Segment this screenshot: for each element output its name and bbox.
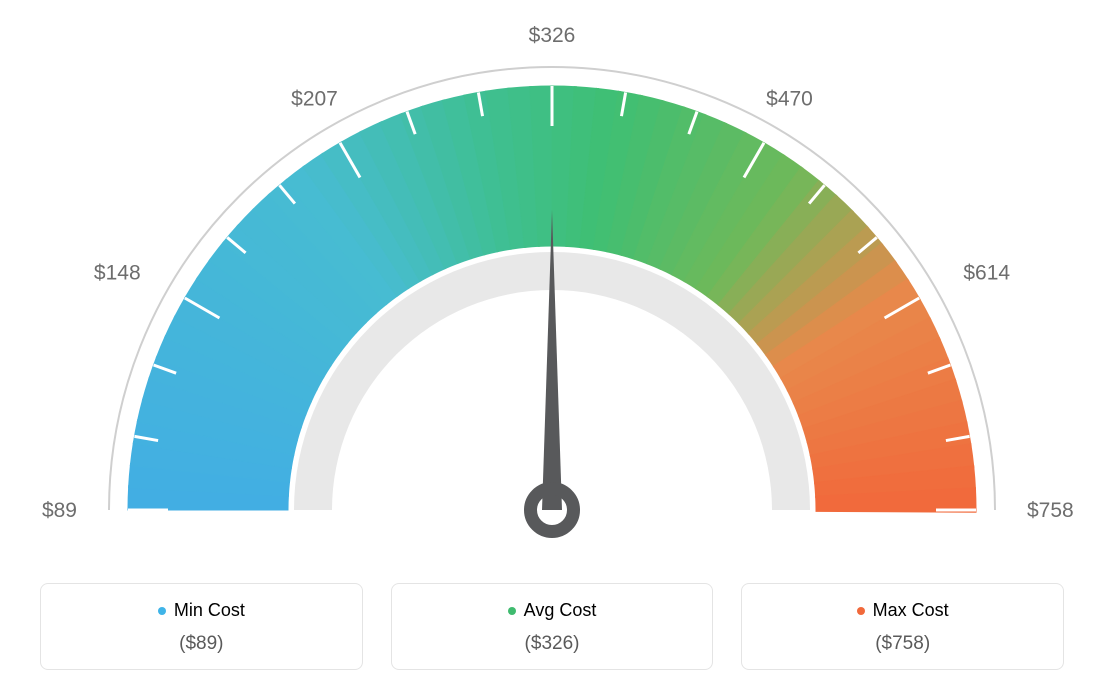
legend-dot-avg (508, 607, 516, 615)
gauge-tick-label: $470 (766, 88, 813, 111)
legend-title-min: Min Cost (158, 600, 245, 621)
legend-row: Min Cost ($89) Avg Cost ($326) Max Cost … (0, 583, 1104, 670)
legend-title-text-max: Max Cost (873, 600, 949, 621)
legend-value-min: ($89) (51, 633, 352, 655)
legend-value-max: ($758) (752, 633, 1053, 655)
gauge-chart-container: $89 $148 $207 $326 $470 $614 $758 Min Cost ($8… (0, 0, 1104, 690)
legend-dot-max (857, 607, 865, 615)
gauge-tick-label: $89 (42, 499, 77, 522)
gauge-tick-label: $326 (529, 24, 576, 47)
gauge-area: $89 $148 $207 $326 $470 $614 $758 (0, 0, 1104, 560)
gauge-tick-label: $207 (291, 88, 338, 111)
gauge-svg: $89 $148 $207 $326 $470 $614 $758 (0, 0, 1104, 560)
gauge-tick-label: $148 (94, 262, 141, 285)
gauge-tick-label: $614 (963, 262, 1010, 285)
gauge-tick-label: $758 (1027, 499, 1074, 522)
legend-card-max: Max Cost ($758) (741, 583, 1064, 670)
legend-dot-min (158, 607, 166, 615)
legend-title-avg: Avg Cost (508, 600, 597, 621)
legend-title-max: Max Cost (857, 600, 949, 621)
legend-value-avg: ($326) (402, 633, 703, 655)
legend-title-text-min: Min Cost (174, 600, 245, 621)
legend-card-min: Min Cost ($89) (40, 583, 363, 670)
legend-title-text-avg: Avg Cost (524, 600, 597, 621)
legend-card-avg: Avg Cost ($326) (391, 583, 714, 670)
